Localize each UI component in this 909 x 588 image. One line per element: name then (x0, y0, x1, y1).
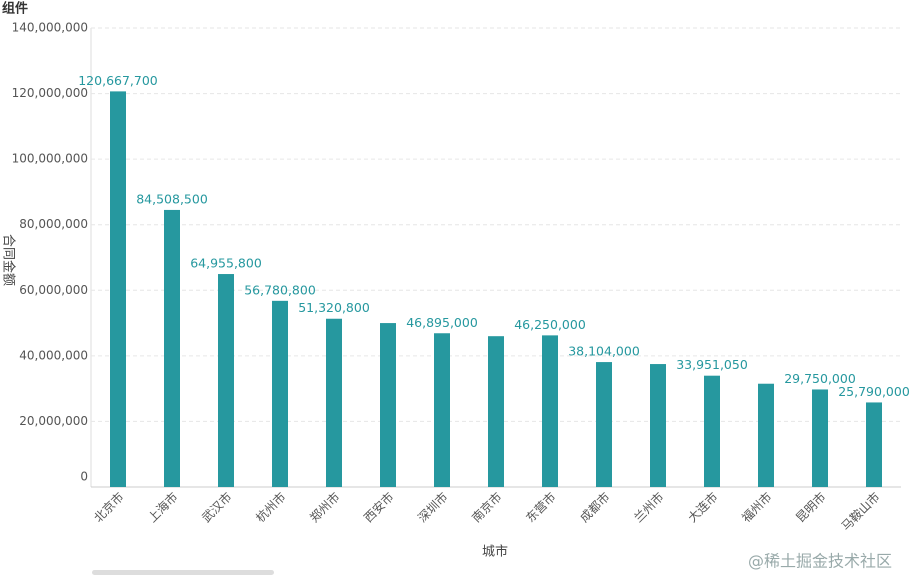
data-label: 84,508,500 (136, 191, 208, 206)
bar (326, 318, 342, 487)
data-label: 64,955,800 (190, 256, 262, 271)
watermark: @稀土掘金技术社区 (748, 552, 892, 571)
data-label: 51,320,800 (298, 300, 370, 315)
bar (650, 364, 666, 487)
x-tick-label: 郑州市 (307, 489, 343, 525)
x-tick-label: 成都市 (577, 489, 613, 525)
y-tick-label: 100,000,000 (12, 152, 88, 166)
bar (596, 362, 612, 487)
y-tick-label: 20,000,000 (19, 414, 88, 428)
data-label: 46,250,000 (514, 317, 586, 332)
y-tick-label: 60,000,000 (19, 283, 88, 297)
bar (164, 209, 180, 487)
bar (758, 383, 774, 487)
bar (272, 300, 288, 487)
x-tick-label: 福州市 (739, 489, 775, 525)
y-tick-label: 0 (80, 470, 88, 484)
data-label: 120,667,700 (78, 73, 158, 88)
y-tick-label: 40,000,000 (19, 348, 88, 362)
x-tick-label: 南京市 (469, 489, 505, 525)
scrollbar[interactable] (92, 570, 274, 575)
bar (110, 91, 126, 487)
y-tick-label: 140,000,000 (12, 21, 88, 35)
bar (866, 402, 882, 487)
data-label: 46,895,000 (406, 315, 478, 330)
data-label: 29,750,000 (784, 371, 856, 386)
data-label: 25,790,000 (838, 384, 909, 399)
chart-title: 组件 (2, 1, 28, 17)
x-tick-label: 上海市 (145, 489, 181, 525)
x-tick-label: 深圳市 (415, 489, 451, 525)
x-tick-label: 大连市 (685, 489, 721, 525)
data-label: 56,780,800 (244, 282, 316, 297)
x-tick-label: 昆明市 (793, 489, 829, 525)
bar (488, 336, 504, 487)
x-tick-label: 武汉市 (199, 489, 235, 525)
y-tick-label: 120,000,000 (12, 86, 88, 100)
bar (704, 375, 720, 487)
y-tick-label: 80,000,000 (19, 217, 88, 231)
x-tick-label: 北京市 (91, 489, 127, 525)
x-axis-label: 城市 (482, 544, 508, 560)
bar (380, 323, 396, 487)
bar (812, 389, 828, 487)
bar (434, 333, 450, 487)
data-label: 38,104,000 (568, 344, 640, 359)
x-tick-label: 西安市 (361, 489, 397, 525)
data-label: 33,951,050 (676, 357, 748, 372)
bar (542, 335, 558, 487)
x-tick-label: 东营市 (523, 489, 559, 525)
x-tick-label: 兰州市 (631, 489, 667, 525)
x-tick-label: 马鞍山市 (838, 489, 883, 534)
x-tick-label: 杭州市 (253, 489, 289, 525)
bar (218, 274, 234, 487)
y-axis-label: 合同金额 (1, 234, 17, 286)
